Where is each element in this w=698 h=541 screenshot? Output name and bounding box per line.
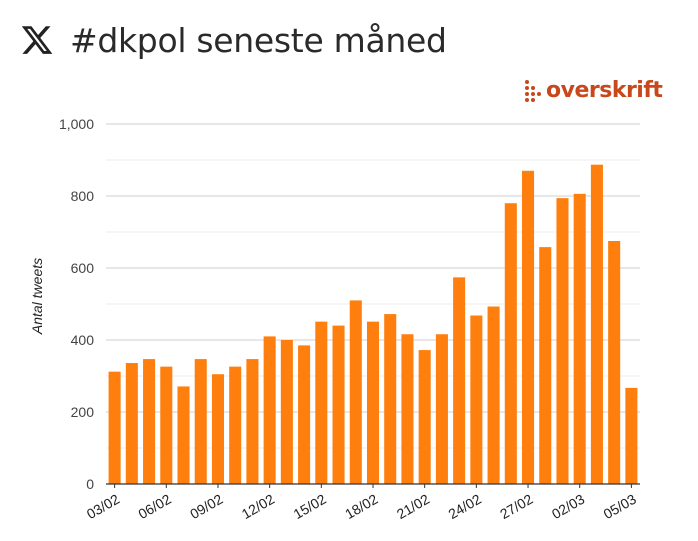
x-tick-label: 12/02 [239,491,278,522]
bar-05-03 [625,387,638,484]
x-tick-label: 18/02 [342,491,381,522]
bar-03-02 [108,371,121,484]
bar-14-02 [298,345,311,484]
x-tick-label: 03/02 [84,491,123,522]
bar-02-03 [573,193,586,484]
bars [108,164,638,485]
y-tick-label: 400 [71,332,95,348]
bar-08-02 [194,359,207,484]
x-tick-label: 24/02 [446,491,485,522]
x-tick-label: 09/02 [187,491,226,522]
page-title: #dkpol seneste måned [70,20,447,60]
dot-grid-icon [525,79,541,102]
bar-05-02 [143,359,156,484]
bar-13-02 [280,340,293,484]
bar-26-02 [504,203,517,484]
bar-17-02 [349,300,362,484]
y-axis: 0 200 400 600 800 1,000 [59,116,94,492]
y-tick-label: 200 [71,404,95,420]
bar-19-02 [384,314,397,484]
bar-12-02 [263,336,276,484]
bar-25-02 [487,306,500,484]
x-tick-label: 02/03 [549,491,588,522]
bar-07-02 [177,386,190,484]
x-tick-label: 27/02 [497,491,536,522]
bar-21-02 [418,350,431,484]
x-tick-label: 15/02 [290,491,329,522]
bar-18-02 [366,321,380,484]
bar-27-02 [522,170,535,485]
bar-24-02 [470,315,483,484]
bar-11-02 [246,359,259,484]
bar-10-02 [229,366,242,484]
x-logo-icon [21,26,53,54]
x-tick-label: 05/03 [601,491,640,522]
bar-06-02 [160,366,173,484]
bar-09-02 [211,374,224,484]
x-tick-label: 21/02 [394,491,433,522]
y-tick-label: 800 [71,188,95,204]
brand-logo: overskrift [523,78,663,103]
bar-04-03 [608,241,621,484]
y-axis-label: Antal tweets [29,258,45,335]
y-tick-label: 600 [71,260,95,276]
x-tick-label: 06/02 [135,491,174,522]
bar-16-02 [332,325,345,484]
header: #dkpol seneste måned [20,14,447,66]
y-tick-label: 0 [86,476,94,492]
bar-04-02 [125,363,138,484]
bar-03-03 [590,164,603,484]
x-axis: 03/02 06/02 09/02 12/02 15/02 18/02 21/02 24/02… [84,483,640,522]
bar-15-02 [315,321,328,484]
bar-20-02 [401,334,414,484]
bar-01-03 [556,198,569,484]
y-tick-label: 1,000 [59,116,94,132]
bar-28-02 [539,247,552,484]
brand-name: overskrift [546,78,663,103]
bar-22-02 [435,334,448,484]
bar-23-02 [453,277,466,484]
